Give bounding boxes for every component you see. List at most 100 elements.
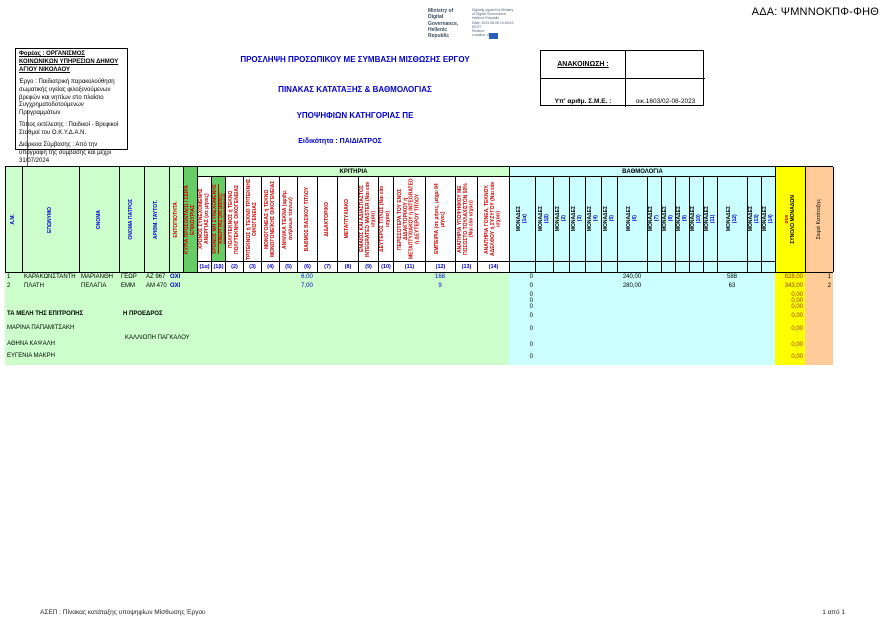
monades-number-cell bbox=[570, 262, 586, 272]
criteria-header-(1β): ΧΡΟΝΟΣ ΜΗ ΣΥΝΕΧΟΜΕΝΗΣ ΑΝΕΡΓΙΑΣ (σε μήνες… bbox=[212, 177, 226, 261]
scan-artifact-line bbox=[27, 110, 28, 167]
monades-header-label: ΜΟΝΑΔΕΣ (2) bbox=[555, 206, 568, 231]
monades-header-label: ΜΟΝΑΔΕΣ (10) bbox=[690, 206, 703, 231]
criteria-header-(10): ΔΕΥΤΕΡΟΣ ΤΙΤΛΟΣ (Ναι εάν ισχύει) bbox=[379, 177, 394, 261]
filler-total: 0,00 bbox=[791, 304, 803, 310]
column-header-7: ΚΥΡΙΑ ΠΡΟΣΟΝΤΑ(1) / ΣΕΙΡΑ ΕΠΙΚΟΥΡΙΑΣ bbox=[184, 167, 198, 272]
cell-id-number: ΑΜ 470 bbox=[146, 283, 167, 289]
monades-header-(2): ΜΟΝΑΔΕΣ (2) bbox=[554, 177, 570, 261]
cell-criterion-6: 7,00 bbox=[301, 283, 313, 289]
cell-total: 343,00 bbox=[784, 283, 803, 289]
criteria-section-label: ΚΡΙΤΗΡΙΑ bbox=[198, 167, 510, 177]
cell-am: 2 bbox=[7, 283, 11, 289]
cell-name: ΜΑΡΙΑΝΘΗ bbox=[81, 274, 114, 280]
monades-number-cell bbox=[676, 262, 690, 272]
monades-header-label: ΜΟΝΑΔΕΣ (1β) bbox=[538, 206, 551, 231]
monades-number: (4) bbox=[592, 215, 599, 223]
body-green-zone bbox=[5, 273, 509, 365]
scoring-group: ΒΑΘΜΟΛΟΓΙΑ ΜΟΝΑΔΕΣ (1α) ΜΟΝΑΔΕΣ (1β) ΜΟΝΑΔΕΣ(… bbox=[510, 167, 776, 272]
ministry-line: Ministry of Digital bbox=[428, 8, 454, 21]
table-body: 1 ΚΑΡΑΚΩΝΣΤΑΝΤΗ ΜΑΡΙΑΝΘΗ ΓΕΩΡ ΑΖ 967 ΟΧΙ 6,00 1… bbox=[5, 273, 833, 365]
criteria-header-label: ΑΝΑΠΗΡΙΑ ΥΠΟΨΗΦΙΟΥ ΜΕ ΠΟΣΟΣΤΟ ΤΟΥΛΑΧΙΣΤΟ… bbox=[456, 183, 475, 255]
criteria-number-(6): (6) bbox=[298, 262, 318, 272]
cell-monades-12: 63 bbox=[728, 283, 736, 289]
monades-header-label: ΜΟΝΑΔΕΣ (5) bbox=[603, 206, 616, 231]
monades-number: (9) bbox=[681, 215, 688, 223]
criteria-header-(5): ΑΝΗΛΙΚΑ ΤΕΚΝΑ (αριθμ. ανήλικων τέκνων) bbox=[280, 177, 298, 261]
monades-header-label: ΜΟΝΑΔΕΣ (12) bbox=[726, 206, 739, 231]
total-column-header: συν ΣΥΝΟΛΟ ΜΟΝΑΔΩΝ bbox=[776, 167, 806, 272]
criteria-header-label: ΧΡΟΝΟΣ ΣΥΝΕΧΟΜΕΝΗΣ ΑΝΕΡΓΙΑΣ (σε μήνες) bbox=[198, 188, 210, 250]
criteria-number-(1β): (1β) bbox=[212, 262, 226, 272]
monades-header-label: ΜΟΝΑΔΕΣ (8) bbox=[662, 206, 675, 231]
filler-total: 0,00 bbox=[791, 326, 803, 332]
criteria-number-(3): (3) bbox=[244, 262, 262, 272]
criteria-header-(8): ΜΕΤΑΠΤΥΧΙΑΚΟ bbox=[338, 177, 359, 261]
ministry-line: Hellenic Republic bbox=[428, 26, 450, 39]
criteria-header-label: ΔΙΔΑΚΤΟΡΙΚΟ bbox=[323, 201, 330, 237]
digital-signature-block: Ministry of Digital Governance, Hellenic… bbox=[428, 8, 530, 39]
criteria-header-(7): ΔΙΔΑΚΤΟΡΙΚΟ bbox=[318, 177, 338, 261]
monades-number-cell bbox=[762, 262, 776, 272]
cell-criterion-12: 9 bbox=[438, 283, 442, 289]
column-header-1: Α.Μ. bbox=[6, 167, 23, 272]
monades-header-(5): ΜΟΝΑΔΕΣ (5) bbox=[602, 177, 618, 261]
stamp-line: of Digital Governance, bbox=[472, 12, 507, 17]
rank-column-header: Σειρά Κατάταξης bbox=[806, 167, 834, 272]
cell-locality: ΟΧΙ bbox=[170, 283, 181, 289]
criteria-header-label: ΕΝΙΑΙΟΣ ΚΑΙ ΑΔΙΑΣΠΑΣΤΟΣ INTEGRATED MASTE… bbox=[359, 181, 377, 257]
criteria-header-label: ΠΟΛΥΤΕΚΝΟΣ ή ΤΕΚΝΟ ΠΟΛΥΤΕΚΝΗΣ ΟΙΚΟΓΕΝΕΙΑ… bbox=[227, 184, 240, 254]
filler-monades-1a: 0 bbox=[529, 326, 533, 332]
footer-document-label: ΑΣΕΠ : Πίνακας κατάταξης υποψηφίων Μίσθω… bbox=[40, 609, 206, 616]
criteria-header-(3): ΤΡΙΤΕΚΝΟΣ ή ΤΕΚΝΟ ΤΡΙΤΕΚΝΗΣ ΟΙΚΟΓΕΝΕΙΑΣ bbox=[244, 177, 262, 261]
monades-number-cell bbox=[704, 262, 718, 272]
criteria-number-(11): (11) bbox=[394, 262, 426, 272]
signature-stamp-text: Digitally signed by Ministry of Digital … bbox=[472, 8, 530, 39]
body-rank-zone bbox=[805, 273, 833, 365]
monades-header-label: ΜΟΝΑΔΕΣ (13) bbox=[748, 206, 761, 231]
monades-number: (12) bbox=[731, 214, 738, 224]
criteria-number-(8): (8) bbox=[338, 262, 359, 272]
monades-header-(3): ΜΟΝΑΔΕΣ (3) bbox=[570, 177, 586, 261]
criteria-header-label: ΑΝΑΠΗΡΙΑ ΓΟΝΕΑ, ΤΕΚΝΟΥ, ΑΔΕΛΦΟΥ ή ΣΥΖΥΓΟ… bbox=[483, 181, 502, 257]
monades-number-cell bbox=[536, 262, 554, 272]
stamp-line: Reason: bbox=[472, 28, 486, 33]
body-total-zone bbox=[775, 273, 805, 365]
body-cyan-zone bbox=[509, 273, 775, 365]
monades-header-label: ΜΟΝΑΔΕΣ (14) bbox=[762, 206, 775, 231]
stamp-line: Location: Athens bbox=[472, 33, 498, 38]
title-recruitment: ΠΡΟΣΛΗΨΗ ΠΡΟΣΩΠΙΚΟΥ ΜΕ ΣΥΜΒΑΣΗ ΜΙΣΘΩΣΗΣ … bbox=[240, 55, 470, 64]
execution-place: Τόπος εκτέλεσης : Παιδικοί - Βρεφικοί Στ… bbox=[19, 122, 119, 137]
monades-number: (13) bbox=[753, 214, 760, 224]
monades-number-cell bbox=[690, 262, 704, 272]
criteria-number-(10): (10) bbox=[379, 262, 394, 272]
criteria-header-label: ΤΡΙΤΕΚΝΟΣ ή ΤΕΚΝΟ ΤΡΙΤΕΚΝΗΣ ΟΙΚΟΓΕΝΕΙΑΣ bbox=[245, 178, 258, 260]
column-header-label: ΕΠΩΝΥΜΟ bbox=[47, 206, 54, 233]
criteria-header-label: ΜΟΝΟΓΟΝΕΑΣ ή ΤΕΚΝΟ ΜΟΝΟΓΟΝΕΪΚΗΣ ΟΙΚΟΓΕΝΕ… bbox=[263, 180, 276, 258]
announcement-value-cell bbox=[626, 51, 705, 79]
ministry-name: Ministry of Digital Governance, Hellenic… bbox=[428, 8, 468, 39]
cell-monades-6: 280,00 bbox=[622, 283, 642, 289]
monades-header-(1α): ΜΟΝΑΔΕΣ (1α) bbox=[510, 177, 536, 261]
monades-header-(8): ΜΟΝΑΔΕΣ (8) bbox=[662, 177, 676, 261]
monades-number: (1α) bbox=[521, 214, 528, 224]
criteria-group: ΚΡΙΤΗΡΙΑ ΧΡΟΝΟΣ ΣΥΝΕΧΟΜΕΝΗΣ ΑΝΕΡΓΙΑΣ (σε … bbox=[198, 167, 510, 272]
cell-surname: ΚΑΡΑΚΩΝΣΤΑΝΤΗ bbox=[24, 274, 76, 280]
monades-number-cell bbox=[554, 262, 570, 272]
criteria-header-(13): ΑΝΑΠΗΡΙΑ ΥΠΟΨΗΦΙΟΥ ΜΕ ΠΟΣΟΣΤΟ ΤΟΥΛΑΧΙΣΤΟ… bbox=[456, 177, 478, 261]
cell-rank: 1 bbox=[827, 274, 831, 280]
ministry-line: Governance, bbox=[428, 20, 459, 27]
total-label: ΣΥΝΟΛΟ ΜΟΝΑΔΩΝ bbox=[789, 195, 796, 244]
monades-header-(6): ΜΟΝΑΔΕΣ (6) bbox=[618, 177, 648, 261]
sme-number-value: οικ.1603/02-08-2023 bbox=[635, 98, 696, 105]
stamp-line: Hellenic Republic bbox=[472, 16, 500, 21]
monades-number-cell bbox=[586, 262, 602, 272]
monades-header-(14): ΜΟΝΑΔΕΣ (14) bbox=[762, 177, 776, 261]
monades-number: (1β) bbox=[543, 214, 550, 224]
monades-number: (14) bbox=[767, 214, 774, 224]
announcement-box: ΑΝΑΚΟΙΝΩΣΗ : Υπ' αριθμ. Σ.Μ.Ε. : οικ.160… bbox=[540, 50, 705, 107]
monades-number-cell bbox=[602, 262, 618, 272]
criteria-header-label: ΜΕΤΑΠΤΥΧΙΑΚΟ bbox=[344, 199, 351, 239]
filler-monades-1a: 0 bbox=[529, 354, 533, 360]
cell-id-number: ΑΖ 967 bbox=[146, 274, 166, 280]
